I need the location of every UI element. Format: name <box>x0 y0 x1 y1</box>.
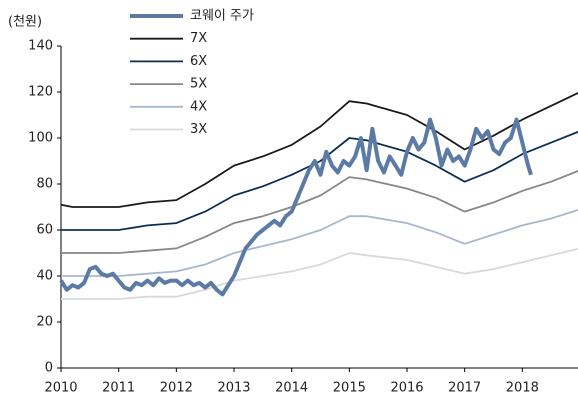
y-axis-label: (천원) <box>8 15 42 30</box>
x-tick-label: 2012 <box>160 381 193 396</box>
y-tick-label: 80 <box>36 177 53 192</box>
y-tick-label: 140 <box>28 39 53 54</box>
y-tick-label: 20 <box>36 315 53 330</box>
series-line <box>61 130 578 231</box>
y-tick-label: 0 <box>45 361 53 376</box>
series-line <box>61 208 578 277</box>
legend-label: 6X <box>190 54 207 69</box>
y-tick-label: 40 <box>36 269 53 284</box>
y-tick-label: 100 <box>28 131 53 146</box>
legend-label: 3X <box>190 122 207 137</box>
x-tick-label: 2014 <box>275 381 308 396</box>
legend-label: 4X <box>190 99 207 114</box>
series-line <box>59 117 533 297</box>
x-tick-label: 2016 <box>390 381 423 396</box>
series-line <box>60 91 578 208</box>
x-tick-label: 2015 <box>333 381 366 396</box>
x-tick-label: 2017 <box>448 381 481 396</box>
legend-label: 7X <box>190 31 207 46</box>
x-tick-label: 2018 <box>506 381 539 396</box>
y-tick-label: 120 <box>28 85 53 100</box>
x-tick-label: 2013 <box>217 381 250 396</box>
legend-label: 코웨이 주가 <box>190 9 254 24</box>
legend-label: 5X <box>190 77 207 92</box>
series-line <box>61 247 578 300</box>
x-tick-label: 2010 <box>44 381 77 396</box>
series-line <box>61 170 578 254</box>
y-tick-label: 60 <box>36 223 53 238</box>
x-tick-label: 2011 <box>102 381 135 396</box>
